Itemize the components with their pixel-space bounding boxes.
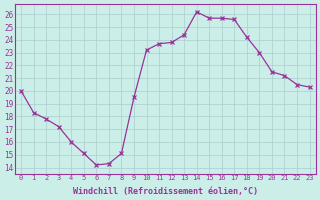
X-axis label: Windchill (Refroidissement éolien,°C): Windchill (Refroidissement éolien,°C) <box>73 187 258 196</box>
